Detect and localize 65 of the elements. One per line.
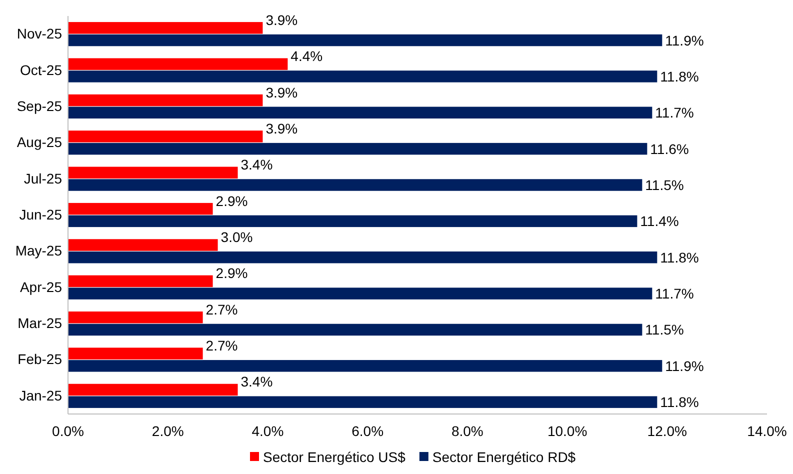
x-tick-label: 10.0% xyxy=(547,422,588,439)
bar xyxy=(68,166,238,179)
bar xyxy=(68,70,658,82)
y-tick-label: Mar-25 xyxy=(18,315,62,332)
bar xyxy=(68,324,642,336)
data-label: 2.7% xyxy=(206,301,238,318)
data-label: 3.9% xyxy=(266,84,298,100)
y-tick-label: Oct-25 xyxy=(20,62,62,78)
data-label: 3.0% xyxy=(220,229,253,246)
bar xyxy=(68,312,203,324)
data-label: 2.9% xyxy=(216,265,248,282)
x-tick-label: 6.0% xyxy=(352,422,384,439)
bar xyxy=(68,142,648,155)
x-tick-label: 0.0% xyxy=(52,422,84,439)
bar xyxy=(68,215,638,228)
bar xyxy=(68,94,263,106)
y-tick-label: Jun-25 xyxy=(19,206,62,222)
bar xyxy=(68,202,213,215)
bar xyxy=(68,251,658,264)
data-label: 11.7% xyxy=(655,286,694,302)
bar xyxy=(68,239,218,251)
bar xyxy=(68,130,263,142)
bar xyxy=(68,58,288,70)
y-tick-label: Nov-25 xyxy=(16,26,62,42)
y-tick-label: Jan-25 xyxy=(19,387,62,404)
y-tick-label: Feb-25 xyxy=(18,351,62,368)
y-tick-label: May-25 xyxy=(15,242,62,259)
x-tick-label: 12.0% xyxy=(647,422,687,439)
y-tick-label: Apr-25 xyxy=(20,278,62,295)
data-label: 11.8% xyxy=(660,394,699,410)
y-tick-label: Jul-25 xyxy=(24,170,62,186)
data-label: 3.4% xyxy=(240,374,273,390)
data-label: 11.6% xyxy=(650,140,689,157)
data-label: 11.5% xyxy=(645,176,684,193)
x-tick-label: 4.0% xyxy=(252,422,284,439)
legend-label: Sector Energético RD$ xyxy=(432,449,576,465)
legend-label: Sector Energético US$ xyxy=(263,449,406,465)
data-label: 11.4% xyxy=(640,213,679,230)
bar xyxy=(68,22,263,34)
bar xyxy=(68,106,652,118)
bar xyxy=(68,396,658,408)
data-label: 11.9% xyxy=(665,358,704,374)
data-label: 11.7% xyxy=(655,104,694,121)
data-label: 2.7% xyxy=(206,338,238,354)
data-label: 3.9% xyxy=(266,120,298,136)
data-label: 2.9% xyxy=(216,192,248,209)
x-tick-label: 14.0% xyxy=(747,422,787,439)
bar xyxy=(68,348,203,360)
data-label: 4.4% xyxy=(290,48,323,64)
data-label: 11.8% xyxy=(660,249,699,266)
y-tick-label: Aug-25 xyxy=(16,134,62,150)
bar xyxy=(68,179,642,191)
x-tick-label: 2.0% xyxy=(152,422,184,439)
bar xyxy=(68,288,652,300)
bar xyxy=(68,275,213,288)
data-label: 3.4% xyxy=(240,156,273,173)
bar xyxy=(68,384,238,396)
y-tick-label: Sep-25 xyxy=(16,98,62,114)
data-label: 11.5% xyxy=(645,322,684,338)
data-label: 11.9% xyxy=(665,32,704,48)
data-label: 3.9% xyxy=(266,12,298,28)
bar xyxy=(68,360,662,372)
data-label: 11.8% xyxy=(660,68,699,84)
bar xyxy=(68,34,662,46)
x-tick-label: 8.0% xyxy=(451,422,484,439)
